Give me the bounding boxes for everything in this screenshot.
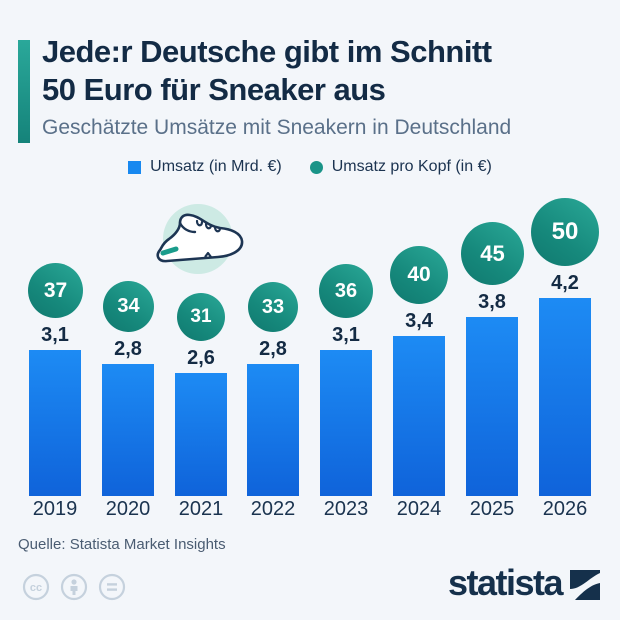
per-capita-bubble-2021: 31 (177, 293, 225, 341)
bar-value-label: 2,6 (187, 347, 215, 369)
x-axis-label-2025: 2025 (469, 498, 515, 520)
bar-2025 (466, 317, 518, 496)
sneaker-illustration (146, 200, 250, 276)
per-capita-bubble-2026: 50 (531, 198, 599, 266)
page-title-line2: 50 Euro für Sneaker aus (42, 72, 386, 107)
source-note: Quelle: Statista Market Insights (18, 536, 226, 553)
per-capita-bubble-2023: 36 (319, 264, 373, 318)
legend-label: Umsatz pro Kopf (in €) (331, 158, 492, 175)
x-axis-label-2019: 2019 (32, 498, 78, 520)
title-accent-bar (18, 40, 30, 143)
per-capita-bubble-2019: 37 (28, 263, 83, 318)
equal-icon (98, 573, 126, 601)
statista-logo-mark-icon (570, 570, 600, 600)
statista-logo-text: statista (447, 562, 564, 603)
bar-2026 (539, 298, 591, 496)
bar-value-label: 2,8 (259, 338, 287, 360)
bar-series-marker-icon (128, 160, 142, 174)
x-axis-label-2020: 2020 (105, 498, 151, 520)
bar-2019 (29, 350, 81, 496)
bar-value-label: 3,1 (41, 324, 69, 346)
legend-item-umsatz: Umsatz (in Mrd. €) (128, 158, 282, 176)
bar-value-label: 3,4 (405, 310, 433, 332)
bar-2023 (320, 350, 372, 496)
legend-item-umsatz-pro-kopf: Umsatz pro Kopf (in €) (309, 158, 492, 176)
x-axis-label-2022: 2022 (250, 498, 296, 520)
per-capita-bubble-2020: 34 (103, 281, 154, 332)
bar-2020 (102, 364, 154, 496)
page-title-line1: Jede:r Deutsche gibt im Schnitt (42, 34, 492, 69)
page-subtitle: Geschätzte Umsätze mit Sneakern in Deuts… (42, 116, 512, 139)
per-capita-bubble-2024: 40 (390, 246, 448, 304)
bar-value-label: 3,8 (478, 291, 506, 313)
bubble-series-marker-icon (309, 160, 323, 174)
header: Jede:r Deutsche gibt im Schnitt 50 Euro … (42, 33, 602, 140)
per-capita-bubble-2022: 33 (248, 282, 298, 332)
x-axis-label-2026: 2026 (542, 498, 588, 520)
bar-value-label: 3,1 (332, 324, 360, 346)
per-capita-bubble-2025: 45 (461, 222, 524, 285)
x-axis-label-2024: 2024 (396, 498, 442, 520)
svg-text:cc: cc (30, 582, 42, 594)
bar-2021 (175, 373, 227, 496)
bar-value-label: 2,8 (114, 338, 142, 360)
bar-2024 (393, 336, 445, 496)
statista-logo: statista (447, 562, 600, 603)
cc-icon: cc (22, 573, 50, 601)
bar-value-label: 4,2 (551, 272, 579, 294)
attribution-icon (60, 573, 88, 601)
bar-2022 (247, 364, 299, 496)
x-axis-label-2021: 2021 (178, 498, 224, 520)
sneaker-icon (156, 204, 244, 274)
x-axis-label-2023: 2023 (323, 498, 369, 520)
chart-legend: Umsatz (in Mrd. €) Umsatz pro Kopf (in €… (0, 158, 620, 176)
legend-label: Umsatz (in Mrd. €) (150, 158, 282, 175)
license-icons: cc (22, 573, 126, 601)
